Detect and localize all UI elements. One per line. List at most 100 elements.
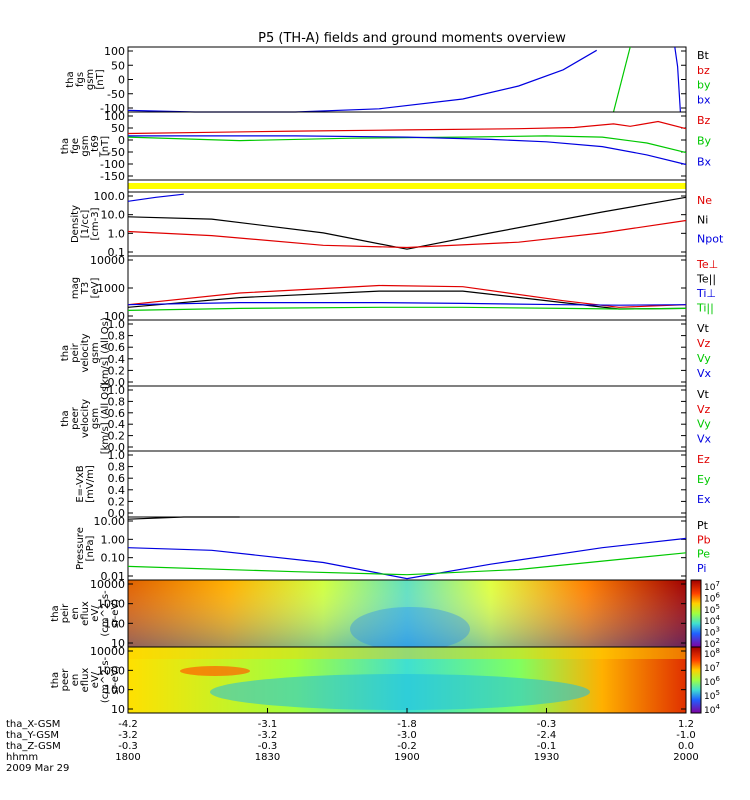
legend-entry: Pe <box>697 548 710 561</box>
x-axis-value: 2000 <box>673 752 698 763</box>
legend-entry: Te|| <box>696 273 716 286</box>
legend-entry: Bt <box>697 49 710 62</box>
panel-frame <box>127 255 687 321</box>
y-axis-label: tha <box>60 345 71 361</box>
x-axis-value: -0.3 <box>537 719 557 730</box>
y-axis-label: [km/s] (All Qs) <box>100 317 111 389</box>
y-axis-label: tha <box>65 71 76 87</box>
x-axis-value: -0.1 <box>537 741 557 752</box>
series-Pt <box>127 516 240 520</box>
spectrogram-top-band <box>128 647 686 659</box>
legend-entry: Ti⊥ <box>696 287 716 300</box>
y-tick-label: 100 <box>104 617 125 630</box>
y-tick-label: 10.0 <box>101 209 126 222</box>
y-tick-label: 0.8 <box>108 330 126 343</box>
y-tick-label: 0.6 <box>108 341 126 354</box>
flag-bar <box>128 183 686 189</box>
series-Ti⊥ <box>127 302 687 306</box>
panel-peer_spec: 10000 1000 100 10 tha peer en eflux eV/(cm^2-s-s… <box>50 645 720 716</box>
panel-frame <box>127 46 687 113</box>
legend-entry: Ex <box>697 493 711 506</box>
y-axis-label: tha <box>50 605 61 621</box>
series-Bx <box>128 135 687 166</box>
y-axis-label: tha <box>50 672 61 688</box>
y-tick-label: 0.4 <box>108 353 126 366</box>
y-tick-label: 1.0 <box>108 449 126 462</box>
y-tick-label: 0 <box>118 134 125 147</box>
y-tick-label: 100.0 <box>94 190 126 203</box>
y-tick-label: -150 <box>100 170 125 183</box>
y-axis-label: (cm^2-s- <box>100 590 111 637</box>
y-axis-label: peir <box>70 342 81 362</box>
y-axis-label: tha <box>60 410 71 426</box>
x-axis-value: -3.2 <box>258 730 278 741</box>
panel-peer_vel: 1.00.80.60.40.20.0 tha peer velocity gsm [km/… <box>60 383 712 455</box>
x-axis-value: -0.3 <box>118 741 138 752</box>
y-tick-label: 100 <box>104 684 125 697</box>
y-axis-label: [mV/m] <box>85 465 96 503</box>
y-tick-label: 1.0 <box>108 227 126 240</box>
y-tick-label: 1000 <box>97 598 125 611</box>
y-axis-label: gsm <box>80 135 91 156</box>
legend-entry: Pb <box>697 533 711 546</box>
y-tick-label: 0.2 <box>108 430 126 443</box>
y-axis-label: Pressure <box>75 527 86 570</box>
y-axis-label: [nPa] <box>85 535 96 561</box>
y-tick-label: 100 <box>104 110 125 123</box>
panel-flag <box>127 179 687 193</box>
y-axis-label: en <box>70 674 81 687</box>
legend-entry: Ey <box>697 473 711 486</box>
legend-entry: Vx <box>697 432 712 445</box>
y-axis-label: [eV] <box>90 278 101 299</box>
x-axis-value: -1.0 <box>676 730 696 741</box>
series-Npot <box>127 193 184 202</box>
y-tick-label: 1000 <box>97 282 125 295</box>
x-axis-value: 1930 <box>534 752 559 763</box>
y-tick-label: 10000 <box>90 645 125 658</box>
y-tick-label: -50 <box>107 146 125 159</box>
legend-entry: by <box>697 79 711 92</box>
series-bx2 <box>674 46 681 113</box>
y-axis-label: Density <box>70 205 81 243</box>
legend-entry: Vy <box>697 352 711 365</box>
legend-entry: Vy <box>697 418 711 431</box>
legend-entry: Bx <box>697 155 712 168</box>
y-tick-label: 100 <box>104 45 125 58</box>
series-Te|| <box>127 290 687 310</box>
legend-entry: Vx <box>697 367 712 380</box>
y-tick-label: -100 <box>100 102 125 115</box>
y-tick-label: 10000 <box>90 578 125 591</box>
x-axis-value: -1.8 <box>397 719 417 730</box>
y-tick-label: 0.4 <box>108 484 126 497</box>
panel-peir_spec: 10000 1000 100 10 tha peir en eflux eV/(cm^2-s-s… <box>50 578 720 651</box>
x-axis-row-label: hhmm <box>6 752 38 763</box>
x-axis-row-label: tha_Y-GSM <box>6 730 59 741</box>
x-axis-value: -0.2 <box>397 741 417 752</box>
y-tick-label: 0.4 <box>108 418 126 431</box>
colorbar-label: 105 <box>704 689 720 702</box>
y-tick-label: 0.8 <box>108 461 126 474</box>
colorbar-label: 104 <box>704 703 720 716</box>
y-axis-label: sr-eV) <box>110 665 121 694</box>
x-axis-value: -3.2 <box>118 730 138 741</box>
x-axis-value: 1800 <box>115 752 140 763</box>
y-axis-label: eflux <box>80 668 91 693</box>
spectrogram-core <box>210 674 590 710</box>
y-axis-label: eV/ <box>90 605 101 622</box>
x-axis-value: -2.4 <box>537 730 557 741</box>
series-Ne <box>127 219 687 249</box>
y-axis-label: peir <box>60 603 71 623</box>
y-axis-label: peer <box>70 406 81 430</box>
y-tick-label: 0.0 <box>108 507 126 520</box>
y-axis-label: eflux <box>80 601 91 626</box>
y-tick-label: -50 <box>107 88 125 101</box>
panel-frame <box>127 191 687 257</box>
x-axis-value: 1830 <box>255 752 280 763</box>
x-axis-value: 0.0 <box>678 741 694 752</box>
legend-entry: Te⊥ <box>696 258 718 271</box>
y-axis-label: [cm-3] <box>90 207 101 240</box>
